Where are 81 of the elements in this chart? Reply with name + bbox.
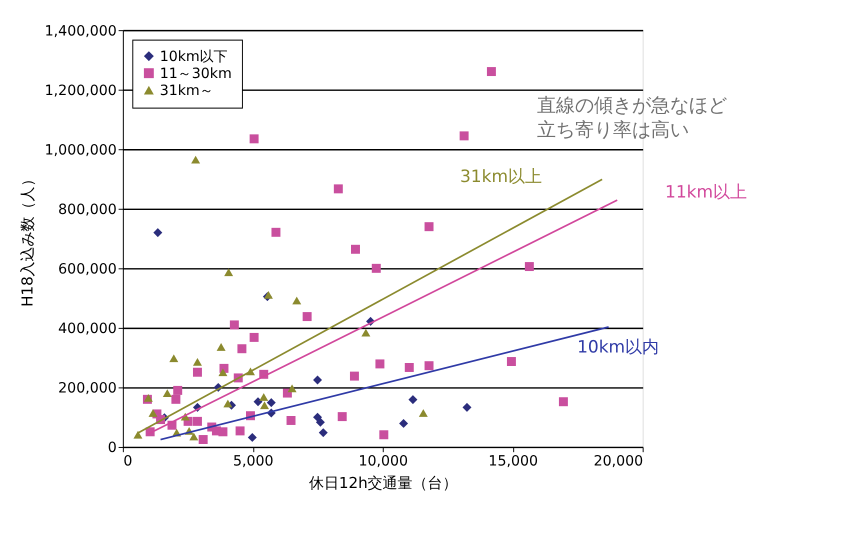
point — [191, 156, 200, 164]
point — [223, 400, 232, 408]
point — [264, 290, 273, 299]
point — [338, 412, 347, 422]
point — [192, 368, 202, 377]
series-label: 31km以上 — [460, 167, 542, 188]
point — [399, 418, 408, 428]
point — [224, 268, 234, 276]
point — [424, 222, 434, 232]
point — [133, 430, 142, 439]
point — [148, 409, 158, 417]
text: 11km以上 — [665, 182, 748, 202]
point — [524, 262, 534, 272]
point — [292, 296, 302, 304]
point — [169, 354, 178, 362]
point — [313, 412, 322, 422]
point — [153, 228, 162, 238]
point — [424, 361, 434, 370]
point — [259, 393, 268, 401]
annotation: 直線の傾きが急なほど — [536, 94, 727, 116]
y-tick-label: 1,000,000 — [44, 142, 117, 158]
point — [254, 397, 262, 406]
legend-label: 31km～ — [160, 82, 214, 99]
x-axis-title: 休日12h交通量（台） — [308, 474, 458, 492]
point — [379, 430, 388, 440]
legend-label: 11～30km — [160, 66, 232, 82]
point — [250, 332, 259, 342]
point — [334, 184, 343, 194]
point — [375, 359, 384, 368]
x-tick-label: 20,000 — [594, 453, 644, 470]
x-tick-label: 10,000 — [358, 453, 408, 470]
point — [408, 395, 418, 404]
point — [250, 134, 259, 144]
point — [404, 362, 414, 372]
y-axis-title: H18入込み数（人） — [18, 171, 36, 307]
y-tick-label: 1,400,000 — [44, 23, 117, 40]
point — [351, 244, 360, 254]
point — [192, 416, 202, 426]
y-tick-label: 0 — [108, 440, 117, 456]
point — [506, 357, 516, 366]
legend-label: 10km以下 — [160, 48, 228, 65]
point — [266, 398, 276, 408]
point — [558, 397, 568, 406]
point — [288, 384, 297, 392]
x-tick-label: 0 — [123, 453, 132, 470]
point — [236, 426, 245, 436]
point — [218, 368, 228, 376]
point — [372, 264, 381, 273]
point — [316, 418, 325, 427]
point — [230, 320, 239, 330]
point — [350, 372, 359, 381]
point — [173, 386, 182, 395]
y-tick-label: 1,200,000 — [44, 82, 117, 99]
point — [260, 401, 269, 410]
point — [313, 376, 322, 384]
point — [302, 312, 312, 322]
point — [418, 409, 428, 417]
point — [361, 328, 370, 337]
point — [198, 435, 208, 444]
point — [171, 394, 180, 404]
x-tick-label: 15,000 — [488, 453, 538, 470]
point — [162, 389, 172, 397]
point — [218, 427, 228, 436]
y-tick-label: 800,000 — [58, 202, 117, 218]
point — [486, 67, 496, 76]
point — [318, 428, 328, 438]
point — [462, 402, 472, 412]
series-label: 10km以内 — [577, 338, 660, 358]
x-tick-label: 5,000 — [233, 453, 274, 470]
annotation: 立ち寄り率は高い — [536, 119, 689, 142]
point — [189, 432, 198, 440]
point — [192, 358, 202, 366]
y-tick-label: 600,000 — [58, 262, 117, 278]
point — [216, 343, 226, 351]
y-tick-label: 400,000 — [58, 321, 117, 338]
point — [460, 131, 469, 140]
point — [237, 344, 246, 354]
point — [248, 432, 257, 442]
point — [286, 416, 296, 425]
point — [271, 228, 280, 237]
y-tick-label: 200,000 — [58, 380, 117, 397]
